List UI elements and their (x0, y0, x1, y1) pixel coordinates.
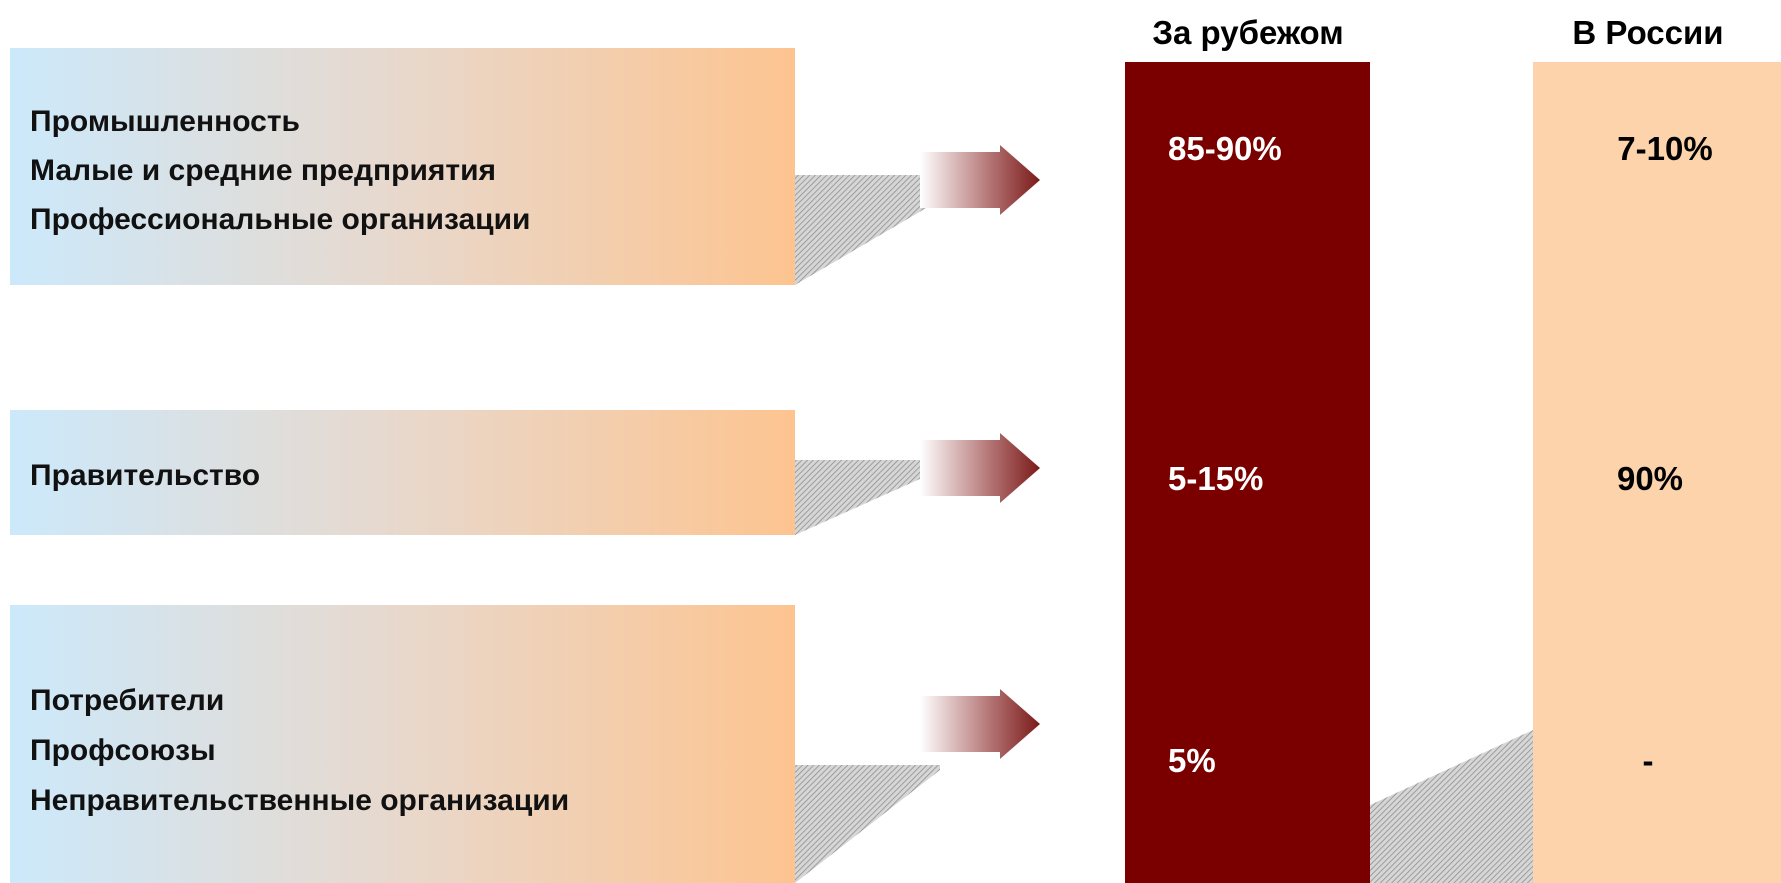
value-russia: - (1643, 742, 1654, 779)
label-line: Промышленность (30, 105, 300, 138)
shadow (795, 765, 940, 883)
value-abroad: 5-15% (1168, 460, 1263, 497)
value-russia: 90% (1617, 460, 1683, 497)
column-russia (1533, 62, 1781, 883)
label-line: Малые и средние предприятия (30, 154, 496, 187)
arrow (920, 145, 1040, 215)
arrow (920, 433, 1040, 503)
label-line: Неправительственные организации (30, 784, 569, 817)
label-line: Профсоюзы (30, 734, 216, 767)
column-abroad (1125, 62, 1370, 883)
value-abroad: 85-90% (1168, 130, 1282, 167)
shadow (795, 175, 940, 285)
label-line: Потребители (30, 684, 224, 717)
column-header: За рубежом (1152, 14, 1343, 51)
label-line: Профессиональные организации (30, 203, 530, 236)
label-line: Правительство (30, 459, 260, 492)
shadow (795, 460, 940, 535)
label-box (10, 410, 795, 535)
arrow (920, 689, 1040, 759)
column-header: В России (1572, 14, 1723, 51)
label-box (10, 605, 795, 883)
value-russia: 7-10% (1617, 130, 1712, 167)
label-box (10, 48, 795, 285)
shadow (1370, 730, 1533, 883)
value-abroad: 5% (1168, 742, 1216, 779)
